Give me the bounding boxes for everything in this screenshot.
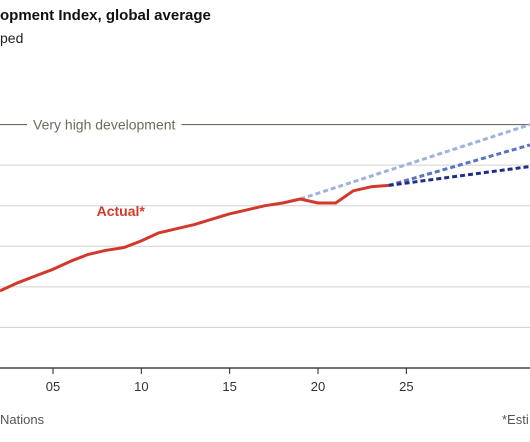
reference-label-background xyxy=(27,116,182,133)
actual-series-label: Actual* xyxy=(97,203,146,219)
source-note: Nations xyxy=(0,412,45,427)
actual-series-line xyxy=(0,183,389,293)
x-tick-label: 25 xyxy=(399,379,413,394)
projection-line xyxy=(388,143,530,187)
x-tick-label: 05 xyxy=(46,379,60,394)
x-tick-label: 15 xyxy=(222,379,236,394)
x-tick-label: 20 xyxy=(311,379,325,394)
x-tick-label: 10 xyxy=(134,379,148,394)
x-axis-ticks: 05 10 15 20 25 xyxy=(46,368,414,394)
chart-title: opment Index, global average xyxy=(0,7,211,24)
projection-line xyxy=(299,123,530,201)
gridlines xyxy=(0,164,530,328)
reference-line-label: Very high development xyxy=(33,117,176,133)
projection-lines xyxy=(299,123,530,201)
footnote: *Esti xyxy=(502,412,529,427)
chart-subtitle: ped xyxy=(0,30,24,46)
projection-line xyxy=(388,165,530,187)
